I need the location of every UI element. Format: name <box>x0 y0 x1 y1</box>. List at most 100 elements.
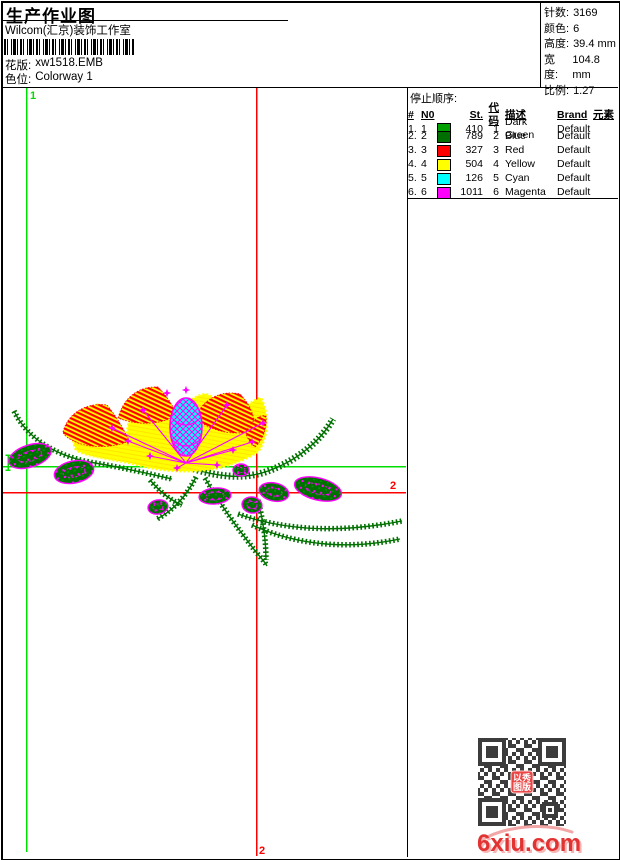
column-header-n0: N0 <box>421 108 435 121</box>
site-logo-shadow: 6xiu.com <box>479 832 583 859</box>
stat-scale: 比例: 1.27 <box>544 84 620 100</box>
row-brand: Default <box>557 122 591 135</box>
row-stitches: 789 <box>465 130 483 142</box>
color-swatch <box>437 186 451 199</box>
stat-label: 比例: <box>544 84 570 97</box>
stat-label: 宽度: <box>544 53 559 82</box>
row-n0: 4 <box>421 158 427 170</box>
qr-finder-patterns <box>478 738 566 826</box>
row-stitches: 410 <box>465 122 483 135</box>
colorway-label: 色位: <box>5 74 32 86</box>
row-code: 5 <box>493 172 499 184</box>
page-title: 生产作业图 <box>6 7 96 26</box>
row-n0: 2 <box>421 130 427 142</box>
row-description: Dark Green <box>505 116 535 141</box>
pattern-label: 花版: <box>5 60 32 72</box>
design-stats: 针数: 3169 颜色: 6 高度: 39.4 mm 宽度: 104.8 mm 比例: 1… <box>544 6 620 99</box>
column-header-element: 元素 <box>593 108 614 121</box>
table-row: 5. 5 126 5 Cyan Default <box>408 172 618 185</box>
row-description: Cyan <box>505 172 530 184</box>
stop-sequence-header-row: # N0 St. 代码 描述 Brand 元素 <box>408 102 618 128</box>
stat-value: 1.27 <box>573 84 595 97</box>
row-stitches: 126 <box>465 172 483 184</box>
row-description: Magenta <box>505 186 546 198</box>
row-brand: Default <box>557 172 591 184</box>
barcode <box>4 39 135 55</box>
table-row: 4. 4 504 4 Yellow Default <box>408 158 618 171</box>
end-marker-bottom-label: 2 <box>259 845 265 857</box>
column-header-num: # <box>408 108 414 121</box>
qr-logo-text-2: 图版 <box>513 781 531 792</box>
row-code: 3 <box>493 144 499 156</box>
row-index: 6. <box>408 186 417 198</box>
stat-label: 颜色: <box>544 22 570 35</box>
row-index: 2. <box>408 130 417 142</box>
column-header-desc: 描述 <box>505 108 526 121</box>
swatch-cell <box>437 158 457 171</box>
column-header-brand: Brand <box>557 108 588 121</box>
row-code: 2 <box>493 130 499 142</box>
site-logo-text: 6xiu.com <box>477 830 581 857</box>
row-index: 4. <box>408 158 417 170</box>
embroidery-design <box>8 385 402 566</box>
color-swatch <box>437 172 451 185</box>
column-header-st: St. <box>469 108 483 121</box>
swatch-cell <box>437 130 457 143</box>
leaf-clusters <box>8 442 343 515</box>
table-row: 1. 1 410 1 Dark Green Default <box>408 116 618 142</box>
site-logo: 6xiu.com 6xiu.com <box>477 825 583 859</box>
color-swatch <box>437 144 451 157</box>
start-marker-label: 1 <box>30 90 36 102</box>
table-row: 3. 3 327 3 Red Default <box>408 144 618 157</box>
row-index: 3. <box>408 144 417 156</box>
colorway-row: 色位: Colorway 1 <box>5 71 93 87</box>
column-header-code: 代码 <box>488 102 500 127</box>
table-row: 6. 6 1011 6 Magenta Default <box>408 186 618 199</box>
row-n0: 6 <box>421 186 427 198</box>
studio-name: Wilcom(汇京)装饰工作室 <box>5 25 131 37</box>
stat-stitches: 针数: 3169 <box>544 6 620 22</box>
stat-value: 6 <box>573 22 580 35</box>
start-tick <box>5 454 11 471</box>
row-description: Blue <box>505 130 527 142</box>
row-n0: 5 <box>421 172 427 184</box>
row-stitches: 1011 <box>460 186 483 198</box>
row-n0: 1 <box>421 122 427 135</box>
row-description: Red <box>505 144 525 156</box>
stat-height: 高度: 39.4 mm <box>544 37 620 53</box>
row-index: 1. <box>408 122 417 135</box>
qr-logo-text-1: 以秀 <box>513 772 531 783</box>
stop-sequence-title: 停止顺序: <box>410 93 458 105</box>
stat-width: 宽度: 104.8 mm <box>544 53 620 84</box>
row-description: Yellow <box>505 158 535 170</box>
row-index: 5. <box>408 172 417 184</box>
color-swatch <box>437 130 451 143</box>
stat-colors: 颜色: 6 <box>544 22 620 38</box>
colorway-value: Colorway 1 <box>35 71 93 83</box>
row-brand: Default <box>557 158 591 170</box>
table-row: 2. 2 789 2 Blue Default <box>408 130 618 143</box>
row-n0: 3 <box>421 144 427 156</box>
stat-label: 高度: <box>544 38 570 50</box>
row-code: 4 <box>493 158 499 170</box>
row-brand: Default <box>557 130 591 142</box>
row-brand: Default <box>557 144 591 156</box>
stat-value: 39.4 mm <box>573 38 616 50</box>
stat-value: 104.8 mm <box>572 53 600 82</box>
qr-center-logo: 以秀 图版 <box>510 770 534 794</box>
logo-swoosh <box>478 825 574 843</box>
swatch-cell <box>437 186 457 199</box>
row-brand: Default <box>557 186 591 198</box>
pattern-row: 花版: xw1518.EMB <box>5 57 103 73</box>
swatch-cell <box>437 172 457 185</box>
qr-code: 以秀 图版 <box>478 738 566 826</box>
row-code: 1 <box>493 122 499 135</box>
color-swatch <box>437 158 451 171</box>
row-stitches: 504 <box>465 158 483 170</box>
flower-stamens <box>111 404 264 469</box>
pattern-value: xw1518.EMB <box>35 57 103 69</box>
flower-center-bud <box>169 397 203 457</box>
